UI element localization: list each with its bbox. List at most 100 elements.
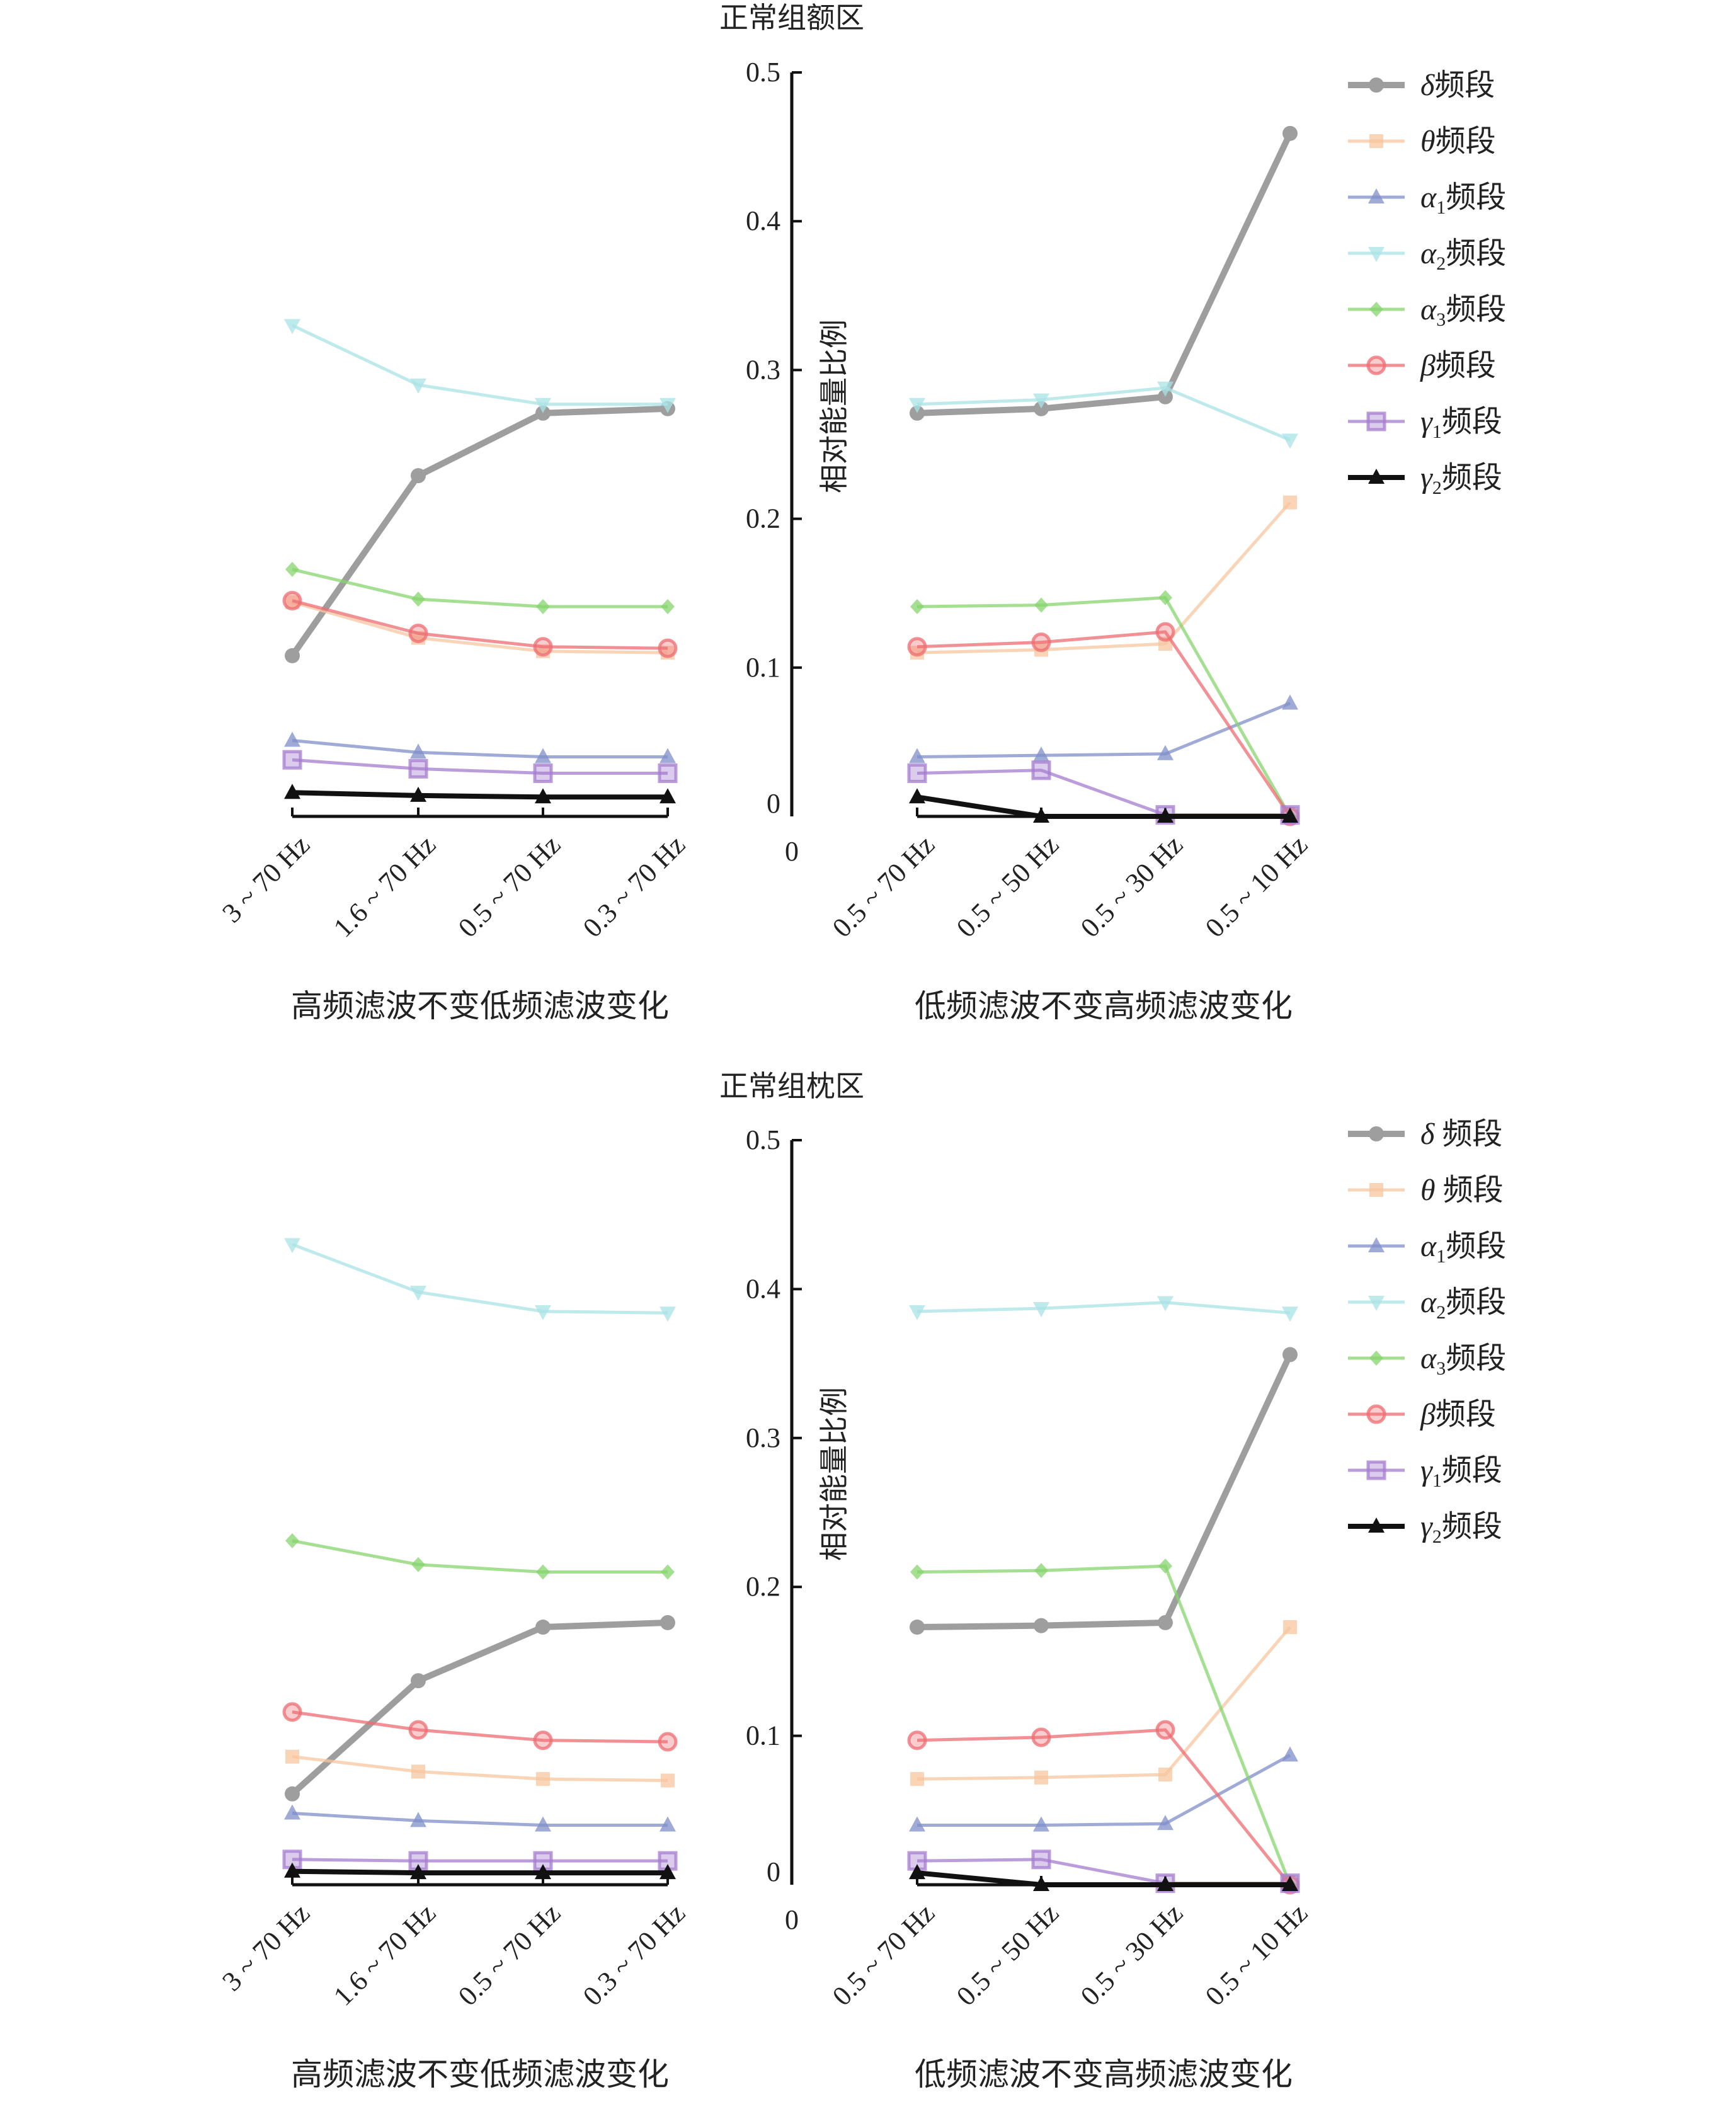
legend-subscript: 3 <box>1436 309 1446 330</box>
series-line-alpha1-left <box>292 1812 668 1827</box>
y-tick-label: 0.3 <box>746 1422 780 1453</box>
legend-item-theta: θ频段 <box>1348 125 1496 158</box>
data-point-beta <box>907 637 927 657</box>
data-point-alpha3 <box>1034 597 1048 613</box>
series-gamma2 <box>284 1862 1298 1891</box>
y-tick-label: 0.4 <box>746 1273 780 1304</box>
legend-label: α2频段 <box>1420 237 1506 274</box>
legend-text: 频段 <box>1446 1230 1506 1263</box>
data-point-alpha2 <box>535 397 551 413</box>
series-line-alpha2-left <box>291 324 668 406</box>
series-line-gamma1-left <box>292 1858 668 1863</box>
chart-title: 正常组枕区 <box>719 1070 864 1102</box>
data-point-theta <box>910 646 924 660</box>
data-point-alpha3 <box>411 592 425 607</box>
series-alpha3 <box>285 561 1297 824</box>
data-point-beta <box>658 638 678 658</box>
legend-symbol: δ <box>1420 1117 1435 1151</box>
legend-item-gamma2: γ2频段 <box>1348 461 1502 498</box>
x-category-label: 0.5 ~ 70 Hz <box>452 1897 566 2011</box>
legend-item-delta: δ 频段 <box>1348 1117 1502 1151</box>
x-category-label: 0.5 ~ 70 Hz <box>452 829 566 943</box>
legend-swatch-marker <box>1369 134 1383 148</box>
data-point-alpha3 <box>910 1564 924 1580</box>
legend-symbol: α <box>1420 293 1437 326</box>
x-category-label: 0.5 ~ 50 Hz <box>951 1897 1065 2011</box>
legend-swatch-marker <box>1368 1237 1385 1252</box>
legend-text: 频段 <box>1434 69 1495 102</box>
data-point-beta <box>533 637 553 657</box>
series-line-beta-left <box>292 599 668 650</box>
legend-symbol: γ <box>1420 1454 1433 1487</box>
series-line-alpha2-right <box>917 1301 1291 1315</box>
legend-item-gamma1: γ1频段 <box>1348 1454 1502 1491</box>
data-point-beta <box>408 623 428 643</box>
series-line-delta-right <box>917 132 1293 416</box>
x-category-label: 0.3 ~ 70 Hz <box>577 1897 691 2011</box>
legend-label: α2频段 <box>1420 1286 1506 1323</box>
data-point-alpha1 <box>909 748 925 763</box>
legend-text: 频段 <box>1442 405 1502 438</box>
data-point-alpha1 <box>284 731 300 747</box>
series-line-gamma2-left <box>292 1868 668 1876</box>
x-category-label: 0.5 ~ 10 Hz <box>1199 829 1313 943</box>
data-point-alpha1 <box>660 748 676 763</box>
data-point-beta <box>1155 622 1175 642</box>
legend-symbol: δ <box>1420 69 1435 102</box>
data-point-gamma1 <box>533 763 553 784</box>
legend-symbol: α <box>1420 1286 1437 1319</box>
legend-label: γ2频段 <box>1420 461 1502 498</box>
data-point-delta <box>411 468 426 484</box>
legend-symbol: α <box>1420 237 1437 270</box>
data-point-gamma1 <box>658 1851 678 1871</box>
series-alpha1 <box>284 1746 1298 1832</box>
y-tick-label: 0.3 <box>746 354 780 385</box>
data-point-gamma2 <box>1033 1876 1049 1891</box>
legend-subscript: 1 <box>1436 1246 1446 1267</box>
legend-label: α1频段 <box>1420 181 1506 218</box>
series-line-delta-left <box>289 405 668 658</box>
data-point-alpha2 <box>1282 1306 1298 1322</box>
legend-symbol: β <box>1420 1398 1436 1431</box>
series-line-alpha1-right <box>917 702 1291 759</box>
data-point-alpha1 <box>909 1816 925 1832</box>
data-point-alpha2 <box>1157 381 1174 397</box>
data-point-delta <box>535 405 551 421</box>
legend-text: 频段 <box>1442 1454 1502 1487</box>
chart-panel-2: 正常组枕区 0 0.1 0.2 0.3 0.4 0.5 相对能量比例 0 3 ~ 70 Hz 1.6… <box>216 1070 1506 2092</box>
series-delta <box>285 1347 1298 1802</box>
series-line-beta-right <box>917 1728 1291 1886</box>
data-point-alpha2 <box>1033 393 1049 409</box>
y-tick-label: 0.4 <box>746 205 780 236</box>
data-point-alpha2 <box>284 319 300 334</box>
data-point-delta <box>660 1615 675 1630</box>
legend-symbol: θ <box>1420 125 1436 158</box>
data-point-gamma2 <box>284 784 300 799</box>
data-point-alpha3 <box>285 561 299 577</box>
data-point-alpha3 <box>1158 590 1172 605</box>
series-line-alpha3-right <box>917 596 1292 818</box>
data-point-alpha3 <box>1158 1558 1172 1574</box>
series-alpha2 <box>284 319 1298 449</box>
legend-subscript: 1 <box>1436 197 1446 218</box>
data-point-alpha3 <box>536 598 550 614</box>
data-point-alpha2 <box>660 1306 676 1322</box>
data-point-delta <box>1158 389 1173 404</box>
legend-symbol: γ <box>1420 1510 1433 1543</box>
data-point-alpha1 <box>1282 694 1298 710</box>
legend-text: 频段 <box>1446 181 1506 214</box>
series-alpha2 <box>284 1238 1298 1322</box>
data-point-beta <box>907 1730 927 1751</box>
data-point-delta <box>1034 401 1049 416</box>
legend-swatch-marker <box>1366 1404 1386 1424</box>
data-point-gamma2 <box>535 1864 551 1880</box>
legend-subscript: 3 <box>1436 1358 1446 1379</box>
legend-item-beta: β频段 <box>1348 1398 1496 1431</box>
y-axis-label: 相对能量比例 <box>818 319 850 493</box>
data-point-gamma2 <box>410 786 426 802</box>
x-category-label: 1.6 ~ 70 Hz <box>328 829 442 943</box>
series-line-alpha3-left <box>292 568 668 609</box>
data-point-alpha3 <box>661 598 675 614</box>
legend-subscript: 2 <box>1432 1526 1442 1547</box>
